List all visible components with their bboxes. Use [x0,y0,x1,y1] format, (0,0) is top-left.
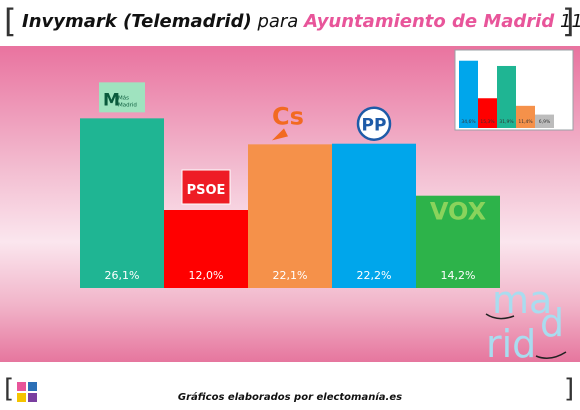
bar-value-label: 22,1% [273,269,308,282]
cs-logo-text: Cs [272,102,304,130]
bar-value-label: 22,2% [357,269,392,282]
header: [ Invymark (Telemadrid) para Ayuntamient… [0,0,580,46]
title-place: Ayuntamiento de Madrid [304,11,555,32]
inset-bar [459,60,478,128]
title-connector: para [257,11,299,32]
mas-madrid-text-bottom: Madrid [118,102,137,108]
inset-bar [516,105,535,128]
bracket-right: ] [562,2,575,40]
psoe-logo-text: PSOE [187,183,226,198]
watermark-text-bottom: rid [486,322,536,366]
bar-value-label: 26,1% [105,269,140,282]
title-date: 11F 2019 [559,11,580,32]
inset-bar [497,65,516,128]
bar-más-madrid [80,118,164,288]
madrid-watermark: madrid [485,278,567,366]
watermark-arm-stroke [485,313,515,320]
psoe-logo: PSOE [181,169,231,205]
inset-bar-value-label: 6,9% [539,119,551,125]
bar-vox [416,195,500,288]
cs-logo: Cs [272,102,304,141]
footer-credit: Gráficos elaborados por electomanía.es [177,392,403,403]
watermark-arm-stroke [535,351,567,359]
watermark-text-mid: d [540,301,564,345]
watermark-text-top: ma [492,278,552,322]
inset-bar-value-label: 34,6% [461,119,476,125]
footer: [ ] [0,362,580,410]
pp-logo-text: PP [362,116,387,136]
inset-bar [478,98,497,128]
inset-bar-value-label: 31,9% [499,119,514,125]
inset-bar-value-label: 11,4% [518,119,533,125]
title-pollster: Invymark (Telemadrid) [22,11,252,32]
inset-bar-value-label: 15,3% [480,119,495,125]
bracket-left: [ [4,2,17,40]
inset-chart: 34,6% 15,3% 31,9% 11,4% 6,9% [454,49,574,131]
bar-psoe [164,210,248,288]
footer-bracket-left: [ [4,374,15,404]
main-value-labels: 26,1% 12,0% 22,1% 22,2% 14,2% [105,269,476,282]
bar-value-label: 14,2% [441,269,476,282]
bar-value-label: 12,0% [189,269,224,282]
pp-logo: PP [356,106,392,141]
electomania-logo-icon [17,382,37,402]
vox-logo: VOX [430,198,487,226]
bar-cs [248,144,332,288]
bar-pp [332,143,416,288]
footer-bracket-right: ] [564,374,575,404]
mas-madrid-text-top: Más [118,94,129,101]
inset-bar [535,114,554,128]
mas-madrid-m-glyph: M [103,90,120,110]
main-bar-series [80,118,500,288]
vox-logo-text: VOX [430,198,487,226]
page-title: Invymark (Telemadrid) para Ayuntamiento … [22,11,580,32]
